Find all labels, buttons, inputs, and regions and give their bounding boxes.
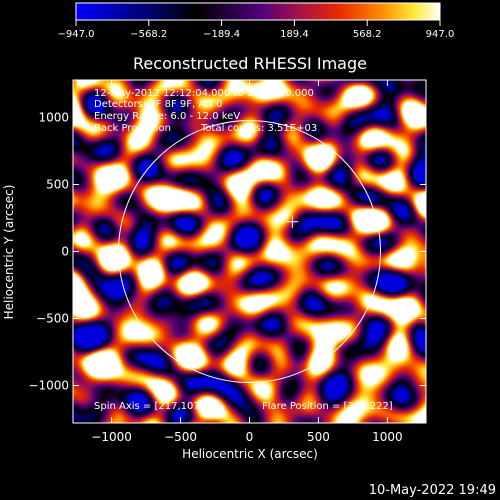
y-axis-label: Heliocentric Y (arcsec) xyxy=(2,185,16,320)
x-tick-label: −500 xyxy=(164,430,197,444)
y-tick-label: 1000 xyxy=(38,111,69,125)
annotation-flare-position: Flare Position = [311,222] xyxy=(262,401,393,412)
plot-image xyxy=(73,80,426,423)
annotation-energy-range: Energy Range: 6.0 - 12.0 keV xyxy=(94,111,240,122)
x-tick-label: −1000 xyxy=(91,430,132,444)
chart-title: Reconstructed RHESSI Image xyxy=(133,54,367,73)
colorbar xyxy=(75,2,441,21)
colorbar-ticks: −947.0 −568.2 −189.4 189.4 568.2 947.0 xyxy=(57,20,454,40)
annotation-total-counts: Total counts: 3.51E+03 xyxy=(200,123,317,134)
solar-limb-circle xyxy=(118,120,381,383)
annotation-spin-axis: Spin Axis = [217,107] xyxy=(94,401,204,412)
y-tick-label: −500 xyxy=(36,311,69,325)
x-tick-label: 500 xyxy=(307,430,330,444)
x-tick-label: 1000 xyxy=(372,430,403,444)
heatmap-image xyxy=(73,80,426,423)
axis-ticks: −1000 −500 0 500 1000 −1000 −500 0 500 1000 xyxy=(28,80,426,444)
y-tick-label: −1000 xyxy=(28,378,69,392)
colorbar-tick-label: 947.0 xyxy=(426,29,455,40)
x-axis-label: Heliocentric X (arcsec) xyxy=(182,447,318,461)
annotation-detectors: Detectors: 7F 8F 9F, Att 0 xyxy=(94,99,222,110)
annotation-time-range: 12-May-2012 12:12:04.000 to 12:14:00.000 xyxy=(94,88,314,99)
colorbar-tick-label: −189.4 xyxy=(203,29,240,40)
y-tick-label: 500 xyxy=(46,178,69,192)
colorbar-tick-label: 568.2 xyxy=(353,29,382,40)
annotation-method: Back Projection xyxy=(94,123,171,134)
y-tick-label: 0 xyxy=(61,245,69,259)
x-tick-label: 0 xyxy=(246,430,254,444)
colorbar-tick-label: −568.2 xyxy=(130,29,167,40)
colorbar-tick-label: −947.0 xyxy=(57,29,94,40)
footer-timestamp: 10-May-2022 19:49 xyxy=(369,483,496,498)
flare-position-marker xyxy=(286,215,299,228)
colorbar-tick-label: 189.4 xyxy=(280,29,309,40)
